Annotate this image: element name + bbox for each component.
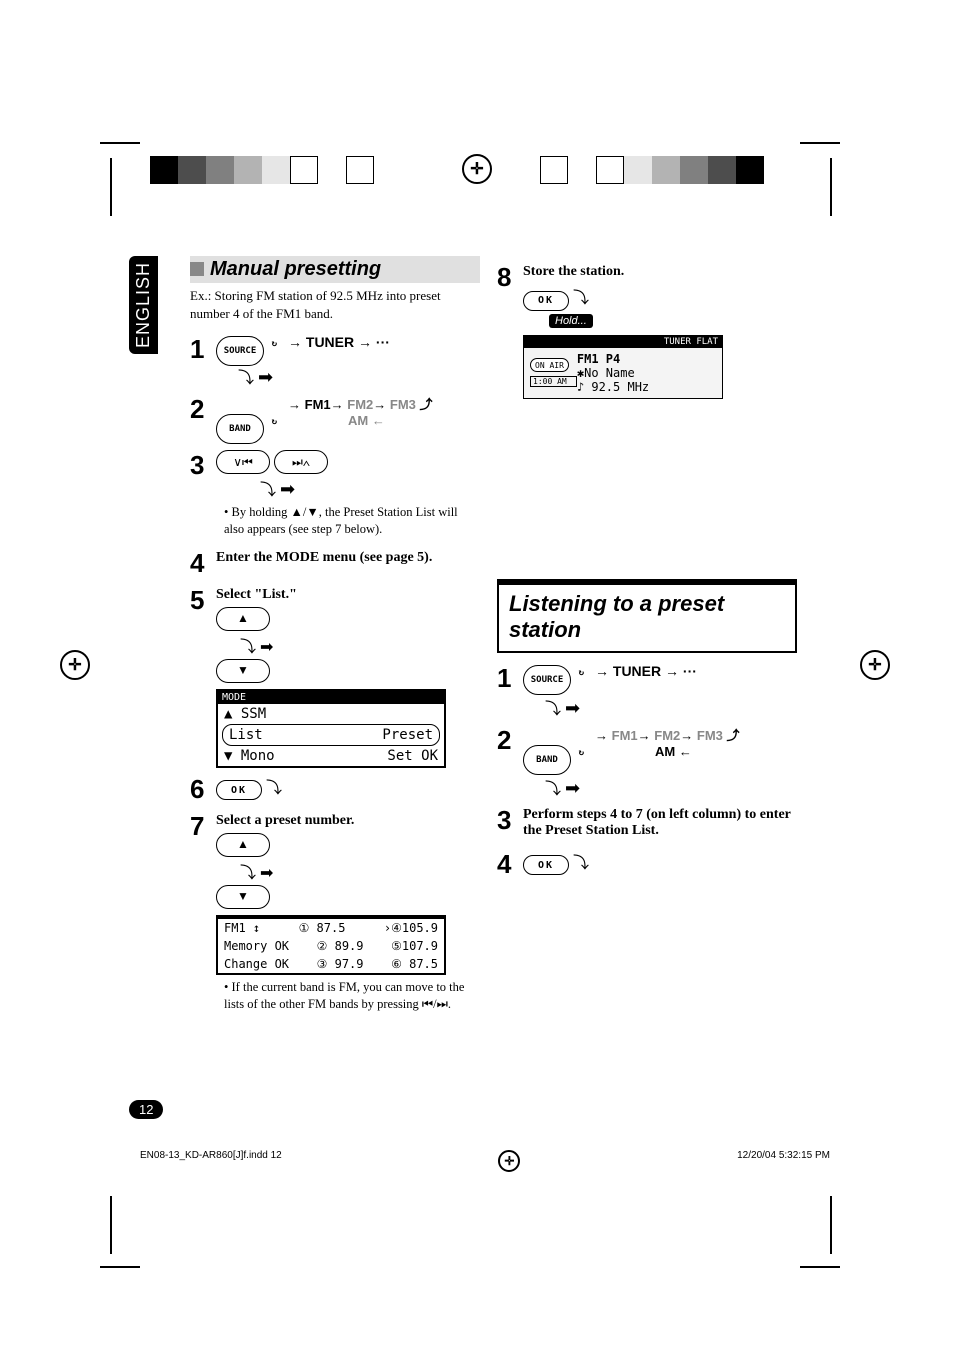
source-knob: SOURCE ↻ (216, 336, 264, 366)
footer: EN08-13_KD-AR860[J]f.indd 12 ✛ 12/20/04 … (140, 1150, 830, 1172)
step-4: 4 Enter the MODE menu (see page 5). (190, 548, 480, 579)
registration-mark-right: ✛ (860, 650, 890, 680)
step-2: 2 BAND ↻ → FM1→ FM2→ FM3 ⤴ AM ← (190, 394, 480, 444)
r-step-2: 2 BAND↻ → FM1→ FM2→ FM3 ⤴ AM ← ⤵ ➡ (497, 725, 797, 799)
registration-mark-left: ✛ (60, 650, 90, 680)
ok-button: OK (523, 291, 569, 311)
registration-mark-bottom: ✛ (498, 1150, 520, 1172)
ok-button: OK (216, 780, 262, 800)
r-step-3: 3 Perform steps 4 to 7 (on left column) … (497, 805, 797, 843)
down-button: ▼ (216, 885, 270, 909)
up-button: ▲ (216, 833, 270, 857)
left-column: Manual presetting Ex.: Storing FM statio… (190, 256, 480, 1023)
r-step-4: 4 OK⤵ (497, 849, 797, 880)
source-knob: SOURCE↻ (523, 665, 571, 695)
right-column: 8 Store the station. OK⤵ Hold... TUNER F… (497, 256, 797, 886)
step-3-note: By holding ▲/▼, the Preset Station List … (224, 504, 480, 538)
printer-cropmarks-bottom (0, 1196, 954, 1256)
listening-preset-box: Listening to a preset station (497, 579, 797, 653)
registration-mark-top: ✛ (462, 154, 492, 184)
mode-menu-lcd: MODE ▲ SSM ListPreset ▼ MonoSet OK (216, 689, 446, 768)
preset-list-lcd: FM1 ↕ ① 87.5 ›④105.9 Memory OK ② 89.9 ⑤1… (216, 915, 446, 975)
step-1: 1 SOURCE ↻ → TUNER → ··· ⤵ ➡ (190, 334, 480, 388)
step-3: 3 ∨⏮ ⏭∧ ⤵ ➡ By holding ▲/▼, the Preset S… (190, 450, 480, 542)
step-7-note: If the current band is FM, you can move … (224, 979, 480, 1013)
step-8: 8 Store the station. OK⤵ Hold... TUNER F… (497, 262, 797, 399)
radio-display: TUNER FLAT ON AIR 1:00 AM FM1 P4 ✱No Nam… (523, 335, 723, 399)
ok-button: OK (523, 855, 569, 875)
section-heading-manual-presetting: Manual presetting (190, 256, 480, 283)
next-button: ⏭∧ (274, 450, 328, 474)
prev-button: ∨⏮ (216, 450, 270, 474)
band-knob: BAND↻ (523, 745, 571, 775)
intro-text: Ex.: Storing FM station of 92.5 MHz into… (190, 287, 480, 322)
language-tab: ENGLISH (129, 256, 158, 354)
band-knob: BAND ↻ (216, 414, 264, 444)
footer-filename: EN08-13_KD-AR860[J]f.indd 12 (140, 1150, 282, 1172)
step-7: 7 Select a preset number. ▲ ⤵ ➡ ▼ FM1 ↕ … (190, 811, 480, 1017)
footer-timestamp: 12/20/04 5:32:15 PM (737, 1150, 830, 1172)
down-button: ▼ (216, 659, 270, 683)
printer-cropmarks-top: ✛ (0, 128, 954, 186)
step-5: 5 Select "List." ▲ ⤵ ➡ ▼ MODE ▲ SSM List… (190, 585, 480, 768)
page-number: 12 (129, 1100, 163, 1119)
r-step-1: 1 SOURCE↻ → TUNER → ··· ⤵ ➡ (497, 663, 797, 719)
step-6: 6 OK⤵ (190, 774, 480, 805)
up-button: ▲ (216, 607, 270, 631)
